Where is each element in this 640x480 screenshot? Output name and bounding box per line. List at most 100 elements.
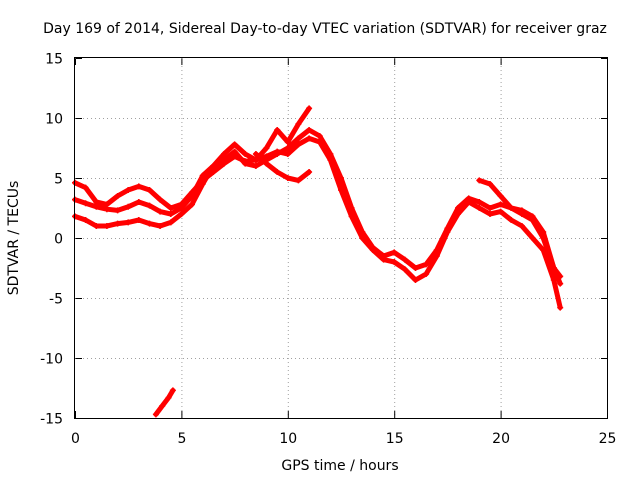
data-point — [518, 211, 525, 217]
data-point — [82, 217, 89, 223]
data-point — [295, 135, 302, 142]
data-point — [476, 199, 483, 205]
data-point — [316, 133, 323, 139]
data-point — [189, 189, 195, 196]
data-point — [550, 265, 557, 271]
data-point — [274, 148, 281, 155]
data-point — [359, 235, 366, 241]
data-point — [274, 127, 281, 133]
data-point — [274, 169, 281, 175]
data-point — [231, 141, 238, 148]
data-point — [82, 184, 89, 191]
data-point — [114, 207, 121, 214]
data-point — [210, 163, 217, 169]
data-point — [508, 217, 515, 223]
data-point — [295, 177, 302, 184]
data-point — [433, 253, 440, 259]
data-point — [242, 151, 249, 157]
x-tick-label: 10 — [279, 431, 297, 447]
y-tick-label: 5 — [54, 172, 63, 188]
data-point — [391, 249, 398, 256]
y-tick-label: -5 — [49, 292, 63, 308]
series-track-2 — [72, 135, 564, 311]
data-point — [146, 187, 153, 193]
data-point — [529, 235, 536, 241]
data-point — [476, 177, 483, 184]
data-point — [167, 211, 174, 217]
data-point — [391, 259, 398, 265]
y-tick-labels: -15 -10 -5 0 5 10 15 — [40, 52, 63, 428]
x-axis-title: GPS time / hours — [281, 458, 398, 474]
data-point — [146, 220, 153, 227]
data-point — [284, 139, 291, 145]
data-point — [412, 277, 419, 283]
x-tick-label: 20 — [492, 431, 510, 447]
data-point — [412, 265, 419, 271]
x-tick-label: 5 — [177, 431, 186, 447]
data-point — [263, 153, 270, 160]
x-tick-labels: 0 5 10 15 20 25 — [71, 431, 616, 447]
data-point — [476, 205, 483, 211]
data-point — [497, 193, 504, 199]
data-point — [557, 280, 564, 287]
data-point — [455, 211, 461, 217]
series-track-5 — [476, 177, 564, 280]
data-point — [159, 403, 166, 409]
data-point — [295, 121, 302, 127]
data-point — [465, 199, 472, 205]
data-point — [284, 151, 291, 157]
data-point — [103, 223, 110, 229]
data-point — [125, 219, 132, 226]
data-point — [125, 203, 132, 210]
y-tick-label: -15 — [40, 412, 63, 428]
data-point — [423, 271, 430, 277]
series-line — [153, 387, 176, 417]
data-point — [306, 135, 313, 142]
data-point — [487, 181, 493, 187]
y-tick-label: 15 — [45, 52, 63, 68]
data-point — [221, 151, 227, 157]
data-point — [114, 193, 121, 199]
series-track-1 — [72, 127, 564, 287]
data-point — [82, 200, 89, 207]
data-point — [487, 211, 493, 217]
data-point — [529, 217, 536, 223]
data-point — [114, 220, 121, 227]
data-point — [557, 273, 564, 280]
data-point — [518, 223, 525, 229]
data-point — [93, 223, 100, 229]
series-line — [253, 151, 312, 183]
y-tick-label: 0 — [54, 232, 63, 248]
data-point — [93, 199, 100, 205]
grid — [75, 58, 607, 418]
data-point — [210, 169, 217, 175]
data-point — [557, 304, 564, 311]
data-point — [169, 387, 176, 394]
data-point — [231, 153, 238, 160]
data-point — [316, 139, 323, 145]
y-tick-label: -10 — [40, 352, 63, 368]
data-point — [444, 229, 451, 235]
y-axis-title: SDTVAR / TECUs — [6, 181, 22, 296]
x-tick-label: 15 — [386, 431, 404, 447]
data-point — [165, 394, 172, 401]
data-point — [284, 145, 291, 151]
data-point — [306, 105, 313, 112]
data-point — [369, 247, 376, 253]
data-point — [401, 256, 408, 263]
data-point — [167, 219, 174, 226]
data-point — [178, 201, 185, 208]
data-point — [221, 160, 227, 167]
data-point — [284, 175, 291, 181]
data-point — [135, 217, 142, 223]
chart-title: Day 169 of 2014, Sidereal Day-to-day VTE… — [43, 21, 607, 37]
data-point — [178, 211, 185, 217]
data-point — [423, 261, 430, 268]
data-point — [348, 213, 355, 220]
y-tick-label: 10 — [45, 112, 63, 128]
data-point — [242, 158, 249, 165]
data-point — [157, 208, 164, 215]
data-point — [455, 205, 461, 211]
data-point — [157, 223, 164, 229]
data-point — [508, 205, 515, 211]
